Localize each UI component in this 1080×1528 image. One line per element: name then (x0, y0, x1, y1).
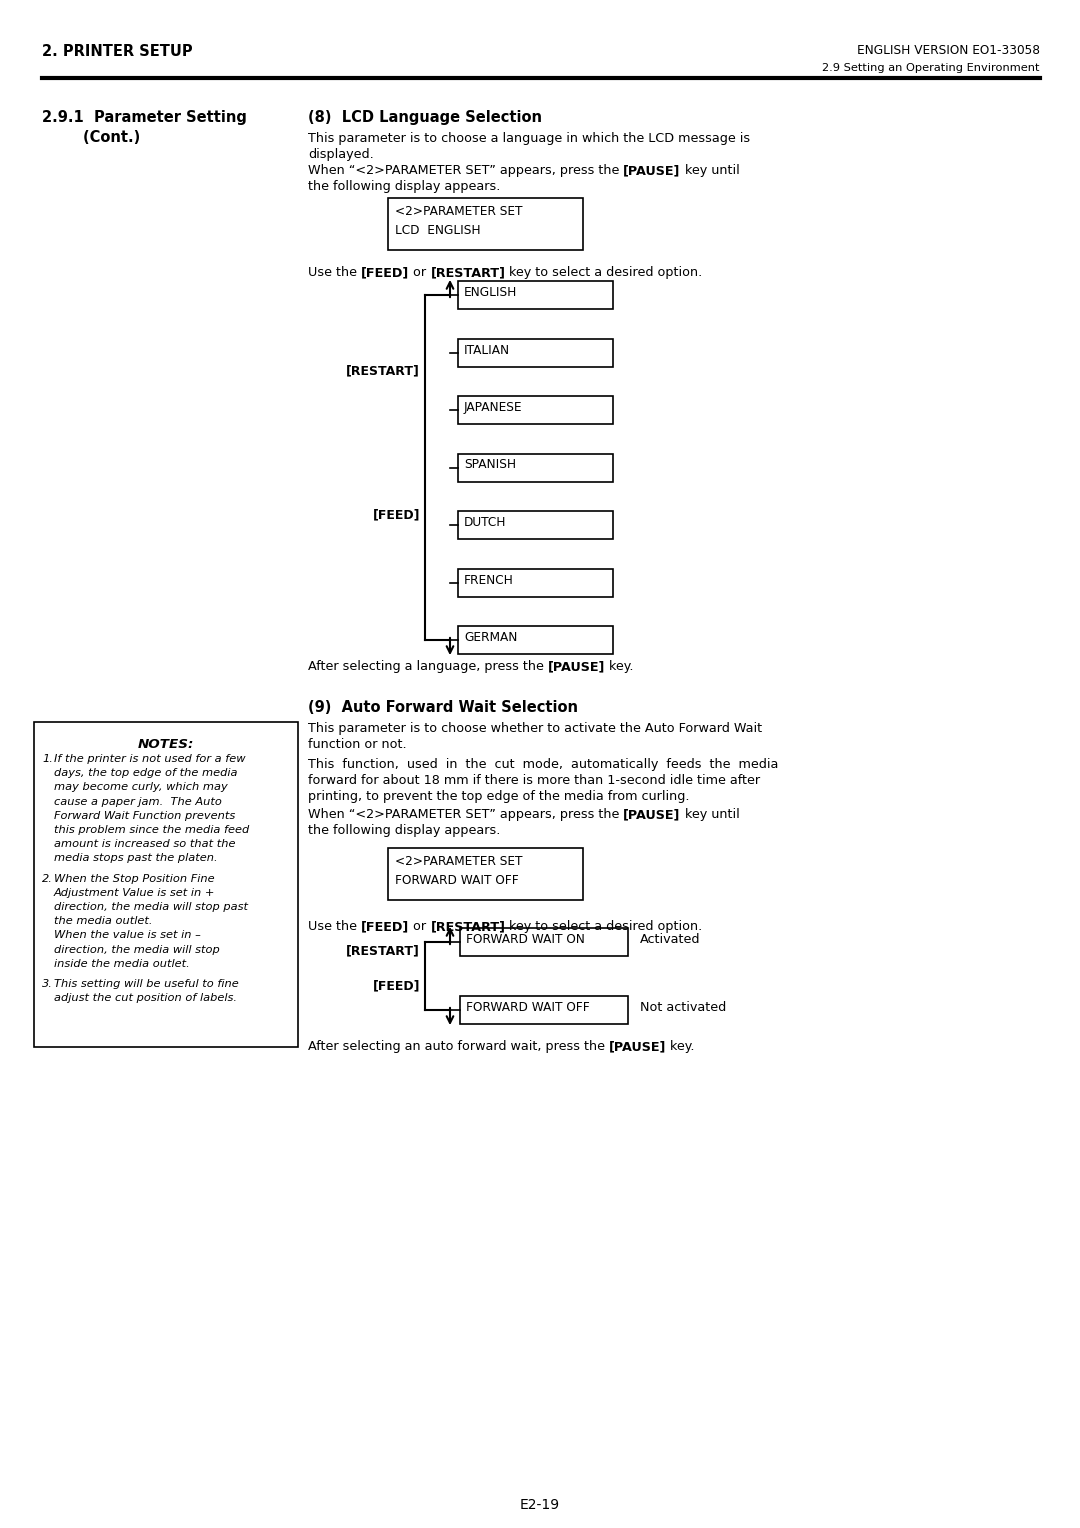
Text: [PAUSE]: [PAUSE] (609, 1041, 666, 1053)
Text: Use the: Use the (308, 266, 361, 280)
Text: cause a paper jam.  The Auto: cause a paper jam. The Auto (54, 796, 221, 807)
Text: key until: key until (680, 808, 740, 821)
Text: forward for about 18 mm if there is more than 1-second idle time after: forward for about 18 mm if there is more… (308, 775, 760, 787)
Text: This parameter is to choose a language in which the LCD message is: This parameter is to choose a language i… (308, 131, 751, 145)
Text: (Cont.): (Cont.) (42, 130, 140, 145)
Text: 2. PRINTER SETUP: 2. PRINTER SETUP (42, 44, 192, 60)
Text: 1.: 1. (42, 753, 53, 764)
Text: GERMAN: GERMAN (464, 631, 517, 643)
Bar (458, 396, 613, 423)
Text: (9)  Auto Forward Wait Selection: (9) Auto Forward Wait Selection (308, 700, 578, 715)
Text: the media outlet.: the media outlet. (54, 917, 152, 926)
Text: FORWARD WAIT OFF: FORWARD WAIT OFF (465, 1001, 590, 1015)
Text: this problem since the media feed: this problem since the media feed (54, 825, 249, 834)
Text: <2>PARAMETER SET: <2>PARAMETER SET (395, 856, 523, 868)
Bar (458, 454, 613, 481)
Bar (458, 339, 613, 367)
Text: When the Stop Position Fine: When the Stop Position Fine (54, 874, 215, 883)
Text: After selecting a language, press the: After selecting a language, press the (308, 660, 548, 672)
Bar (460, 927, 627, 957)
Text: 2.: 2. (42, 874, 53, 883)
Text: JAPANESE: JAPANESE (464, 400, 523, 414)
Text: [FEED]: [FEED] (373, 509, 420, 523)
Bar (388, 848, 583, 900)
Bar (388, 199, 583, 251)
Text: When the value is set in –: When the value is set in – (54, 931, 201, 940)
Text: amount is increased so that the: amount is increased so that the (54, 839, 235, 850)
Text: [FEED]: [FEED] (361, 920, 409, 934)
Text: This setting will be useful to fine: This setting will be useful to fine (54, 979, 239, 989)
Text: When “<2>PARAMETER SET” appears, press the: When “<2>PARAMETER SET” appears, press t… (308, 808, 623, 821)
Text: E2-19: E2-19 (519, 1497, 561, 1513)
Text: [RESTART]: [RESTART] (430, 266, 505, 280)
Text: the following display appears.: the following display appears. (308, 824, 500, 837)
Text: key to select a desired option.: key to select a desired option. (505, 266, 703, 280)
Text: If the printer is not used for a few: If the printer is not used for a few (54, 753, 245, 764)
Bar (458, 281, 613, 309)
Text: or: or (409, 266, 430, 280)
Text: printing, to prevent the top edge of the media from curling.: printing, to prevent the top edge of the… (308, 790, 689, 804)
Text: FORWARD WAIT OFF: FORWARD WAIT OFF (395, 874, 518, 886)
Text: Not activated: Not activated (640, 1001, 726, 1015)
Text: key.: key. (666, 1041, 694, 1053)
Text: Activated: Activated (640, 934, 701, 946)
Text: Forward Wait Function prevents: Forward Wait Function prevents (54, 811, 235, 821)
Text: inside the media outlet.: inside the media outlet. (54, 958, 190, 969)
Text: <2>PARAMETER SET: <2>PARAMETER SET (395, 205, 523, 219)
Text: may become curly, which may: may become curly, which may (54, 782, 228, 793)
Text: direction, the media will stop: direction, the media will stop (54, 944, 219, 955)
Text: [PAUSE]: [PAUSE] (548, 660, 605, 672)
Bar (458, 510, 613, 539)
Text: When “<2>PARAMETER SET” appears, press the: When “<2>PARAMETER SET” appears, press t… (308, 163, 623, 177)
Text: key until: key until (680, 163, 740, 177)
Text: [PAUSE]: [PAUSE] (623, 808, 680, 821)
Text: 2.9 Setting an Operating Environment: 2.9 Setting an Operating Environment (823, 63, 1040, 73)
Text: [FEED]: [FEED] (361, 266, 409, 280)
Text: 3.: 3. (42, 979, 53, 989)
Text: SPANISH: SPANISH (464, 458, 516, 472)
Text: NOTES:: NOTES: (138, 738, 194, 750)
Text: [PAUSE]: [PAUSE] (623, 163, 680, 177)
Text: ENGLISH: ENGLISH (464, 286, 517, 299)
Bar (458, 568, 613, 596)
Text: [RESTART]: [RESTART] (430, 920, 505, 934)
Text: 2.9.1  Parameter Setting: 2.9.1 Parameter Setting (42, 110, 247, 125)
Text: Use the: Use the (308, 920, 361, 934)
Text: After selecting an auto forward wait, press the: After selecting an auto forward wait, pr… (308, 1041, 609, 1053)
Text: or: or (409, 920, 430, 934)
Text: direction, the media will stop past: direction, the media will stop past (54, 902, 248, 912)
Text: ITALIAN: ITALIAN (464, 344, 510, 356)
Text: This  function,  used  in  the  cut  mode,  automatically  feeds  the  media: This function, used in the cut mode, aut… (308, 758, 779, 772)
Text: media stops past the platen.: media stops past the platen. (54, 854, 218, 863)
Text: key to select a desired option.: key to select a desired option. (505, 920, 703, 934)
Text: key.: key. (605, 660, 634, 672)
Text: [PAUSE]: [PAUSE] (623, 163, 680, 177)
Text: This parameter is to choose whether to activate the Auto Forward Wait: This parameter is to choose whether to a… (308, 723, 762, 735)
Bar (460, 996, 627, 1024)
Bar (458, 626, 613, 654)
Bar (33, 723, 298, 1047)
Text: function or not.: function or not. (308, 738, 407, 750)
Text: FRENCH: FRENCH (464, 573, 514, 587)
Text: days, the top edge of the media: days, the top edge of the media (54, 769, 238, 778)
Text: When “<2>PARAMETER SET” appears, press the: When “<2>PARAMETER SET” appears, press t… (308, 163, 623, 177)
Text: [FEED]: [FEED] (373, 979, 420, 992)
Text: the following display appears.: the following display appears. (308, 180, 500, 193)
Text: ENGLISH VERSION EO1-33058: ENGLISH VERSION EO1-33058 (858, 44, 1040, 57)
Text: DUTCH: DUTCH (464, 516, 507, 529)
Text: (8)  LCD Language Selection: (8) LCD Language Selection (308, 110, 542, 125)
Text: FORWARD WAIT ON: FORWARD WAIT ON (465, 934, 585, 946)
Text: [RESTART]: [RESTART] (346, 364, 420, 377)
Text: Adjustment Value is set in +: Adjustment Value is set in + (54, 888, 215, 898)
Text: [RESTART]: [RESTART] (346, 944, 420, 957)
Text: displayed.: displayed. (308, 148, 374, 160)
Text: LCD  ENGLISH: LCD ENGLISH (395, 225, 481, 237)
Text: adjust the cut position of labels.: adjust the cut position of labels. (54, 993, 237, 1004)
